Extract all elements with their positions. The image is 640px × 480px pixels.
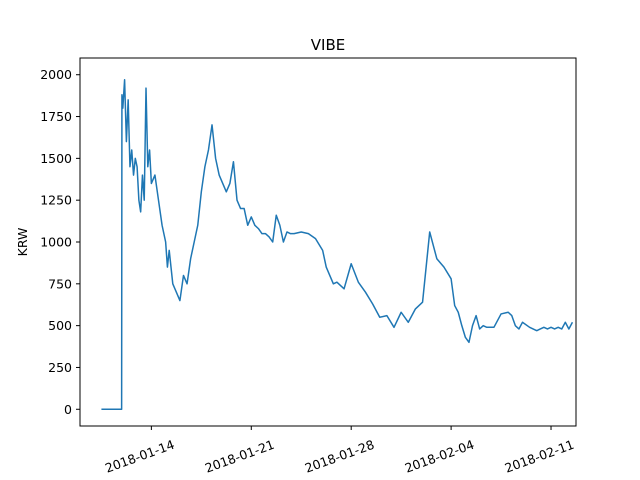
plot-area [101, 79, 574, 411]
y-tick-label: 750 [48, 276, 72, 291]
y-tick-label: 1250 [40, 193, 72, 208]
y-tick-label: 250 [48, 360, 72, 375]
y-tick-label: 1500 [40, 151, 72, 166]
y-tick-label: 0 [64, 402, 72, 417]
y-axis-ticks: 0 250 500 750 1000 1250 1500 1750 2000 [40, 67, 80, 417]
y-tick-label: 1000 [40, 235, 72, 250]
y-axis-label: KRW [15, 228, 30, 257]
y-tick-label: 1750 [40, 109, 72, 124]
chart-title: VIBE [311, 36, 345, 54]
y-tick-label: 2000 [40, 67, 72, 82]
series-line [101, 79, 574, 411]
y-tick-label: 500 [48, 318, 72, 333]
